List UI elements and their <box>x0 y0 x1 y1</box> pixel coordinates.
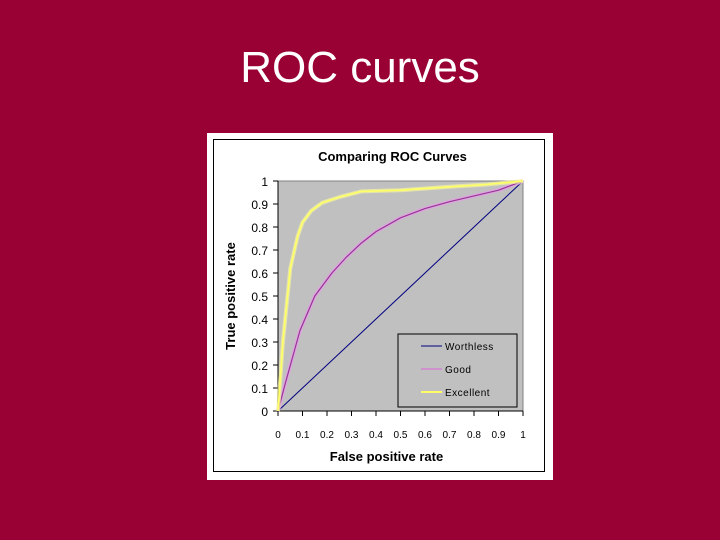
series-line-excellent <box>277 180 524 412</box>
x-tick-label: 0.4 <box>369 430 383 441</box>
x-tick-label: 0 <box>275 430 281 441</box>
x-tick-label: 0.1 <box>296 430 310 441</box>
series-line-good <box>277 180 524 412</box>
x-tick-label: 0.6 <box>418 430 432 441</box>
x-axis-label: False positive rate <box>330 449 443 464</box>
x-tick-label: 1 <box>520 430 526 441</box>
y-tick-label: 0.8 <box>251 221 268 235</box>
chart-title: Comparing ROC Curves <box>318 149 467 164</box>
y-tick-label: 0.2 <box>251 359 268 373</box>
x-tick-label: 0.3 <box>345 430 359 441</box>
y-tick-label: 0.1 <box>251 382 268 396</box>
x-tick-label: 0.8 <box>467 430 481 441</box>
y-tick-label: 1 <box>261 175 268 189</box>
x-tick-label: 0.5 <box>394 430 408 441</box>
roc-chart: Comparing ROC Curves 0 0.1 0.2 0.3 0.4 0.5 0.6 0… <box>223 149 526 464</box>
series-line-worthless <box>277 180 524 412</box>
y-tick-label: 0.7 <box>251 244 268 258</box>
x-tick-label: 0.7 <box>443 430 457 441</box>
y-tick-label: 0.4 <box>251 313 268 327</box>
roc-chart-image: Comparing ROC Curves 0 0.1 0.2 0.3 0.4 0.5 0.6 0… <box>207 133 553 480</box>
legend-label-excellent: Excellent <box>445 388 490 399</box>
y-tick-label: 0.9 <box>251 198 268 212</box>
y-tick-label: 0 <box>261 405 268 419</box>
x-tick-label: 0.2 <box>320 430 334 441</box>
slide-title: ROC curves <box>240 43 480 92</box>
x-tick-label: 0.9 <box>492 430 506 441</box>
y-axis-label: True positive rate <box>223 242 238 350</box>
legend-label-good: Good <box>445 365 471 376</box>
y-tick-label: 0.3 <box>251 336 268 350</box>
y-tick-label: 0.5 <box>251 290 268 304</box>
y-tick-label: 0.6 <box>251 267 268 281</box>
chart-frame: Comparing ROC Curves 0 0.1 0.2 0.3 0.4 0.5 0.6 0… <box>213 139 545 472</box>
legend-label-worthless: Worthless <box>445 342 494 353</box>
legend-box <box>397 333 518 408</box>
